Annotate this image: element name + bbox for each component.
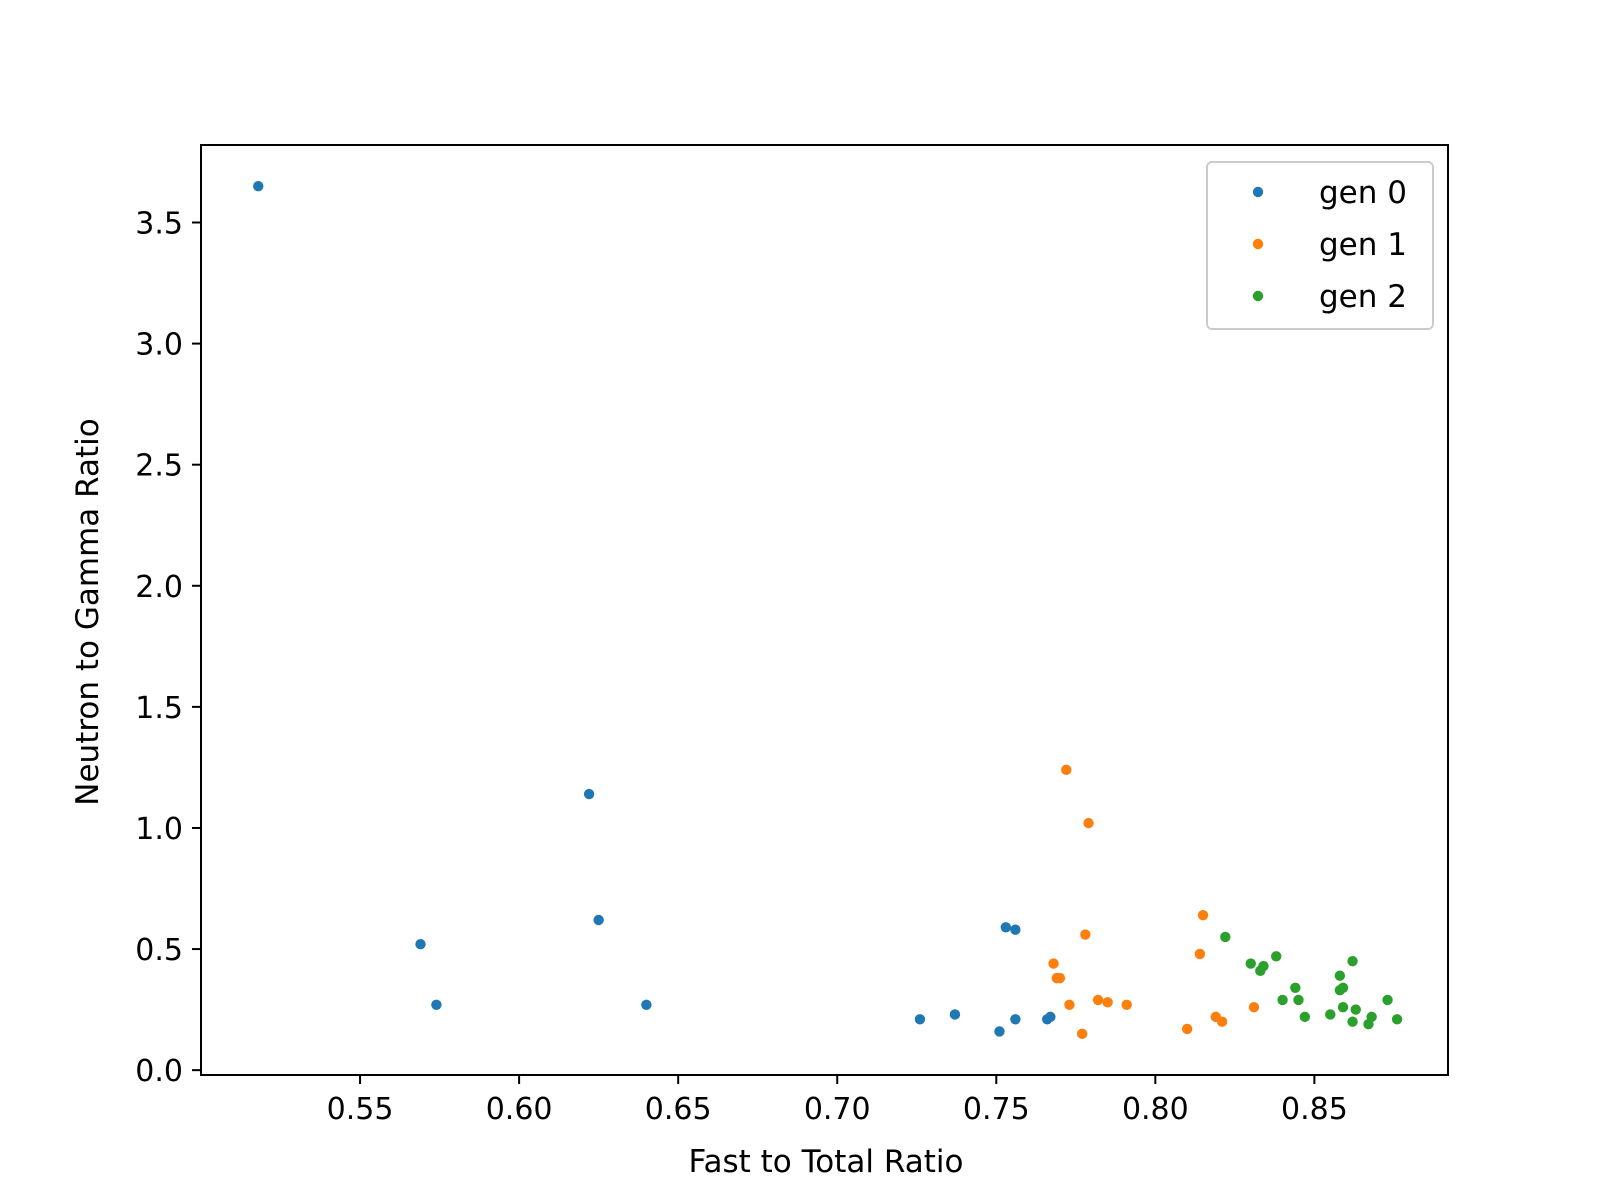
data-point-gen-1-16 [1248, 1001, 1260, 1013]
legend-label-gen-1: gen 1 [1319, 227, 1407, 263]
data-point-gen-2-12 [1337, 982, 1349, 994]
data-point-gen-2-18 [1366, 1011, 1377, 1023]
x-axis-label: Fast to Total Ratio [689, 1144, 964, 1180]
legend-marker-gen-0 [1252, 186, 1264, 198]
y-axis-label: Neutron to Gamma Ratio [70, 418, 106, 805]
data-point-gen-2-16 [1350, 1004, 1361, 1015]
data-point-gen-1-2 [1054, 972, 1066, 984]
data-point-gen-2-0 [1220, 931, 1231, 943]
data-point-gen-0-0 [253, 180, 264, 192]
data-point-gen-1-7 [1083, 817, 1094, 829]
data-point-gen-2-13 [1337, 1001, 1349, 1013]
data-point-gen-0-2 [431, 999, 442, 1010]
data-point-gen-0-4 [593, 914, 604, 926]
data-point-gen-1-13 [1197, 909, 1209, 921]
data-point-gen-1-0 [1048, 958, 1059, 969]
data-point-gen-2-19 [1382, 994, 1393, 1006]
legend-marker-gen-1 [1252, 238, 1264, 250]
data-point-gen-1-4 [1064, 999, 1075, 1010]
data-point-gen-2-20 [1391, 1014, 1403, 1025]
data-point-gen-0-10 [1010, 1014, 1021, 1025]
data-point-gen-0-1 [415, 939, 426, 950]
legend-label-gen-2: gen 2 [1319, 279, 1407, 315]
axes: 0.55 0.60 0.65 0.70 0.75 0.80 0.85 0.0 0.5 1.0 1.5… [135, 144, 1449, 1127]
data-point-gen-2-3 [1258, 960, 1269, 972]
y-tick-label: 0.0 [135, 1054, 183, 1089]
data-point-gen-1-15 [1216, 1016, 1228, 1027]
data-point-gen-0-9 [1000, 922, 1012, 933]
data-point-gen-1-10 [1121, 999, 1132, 1010]
plot-frame [200, 144, 1449, 1076]
y-tick-label: 1.0 [135, 812, 183, 847]
data-point-gen-1-11 [1181, 1023, 1193, 1035]
y-tick-label: 3.0 [135, 328, 183, 363]
data-point-gen-0-7 [949, 1009, 961, 1020]
x-tick-label: 0.65 [645, 1092, 712, 1127]
data-points [253, 180, 1403, 1040]
data-point-gen-0-8 [994, 1026, 1005, 1037]
data-point-gen-1-3 [1061, 764, 1072, 776]
data-point-gen-1-6 [1080, 929, 1091, 940]
data-point-gen-2-1 [1245, 958, 1256, 969]
data-point-gen-0-11 [1010, 924, 1021, 935]
data-point-gen-2-7 [1293, 994, 1304, 1006]
data-point-gen-2-9 [1325, 1009, 1336, 1020]
legend-label-gen-0: gen 0 [1319, 175, 1407, 211]
data-point-gen-2-5 [1277, 994, 1288, 1006]
data-point-gen-2-14 [1347, 955, 1358, 967]
data-point-gen-0-13 [1045, 1011, 1056, 1023]
data-point-gen-2-8 [1299, 1011, 1311, 1023]
x-tick-label: 0.70 [804, 1092, 871, 1127]
data-point-gen-2-15 [1347, 1016, 1358, 1027]
data-point-gen-2-4 [1271, 951, 1282, 962]
y-tick-label: 0.5 [135, 933, 183, 968]
legend-marker-gen-2 [1252, 290, 1264, 302]
legend: gen 0 gen 1 gen 2 [1206, 161, 1434, 330]
x-tick-label: 0.75 [963, 1092, 1030, 1127]
legend-box [1206, 161, 1434, 330]
data-point-gen-0-5 [641, 999, 652, 1010]
x-tick-label: 0.55 [327, 1092, 394, 1127]
data-point-gen-0-3 [583, 788, 595, 800]
data-point-gen-2-6 [1290, 982, 1301, 994]
y-tick-label: 2.5 [135, 449, 183, 484]
x-tick-label: 0.85 [1281, 1092, 1348, 1127]
data-point-gen-1-5 [1076, 1028, 1088, 1040]
data-point-gen-1-8 [1092, 994, 1104, 1006]
data-point-gen-0-6 [914, 1014, 926, 1025]
y-tick-label: 1.5 [135, 691, 183, 726]
data-point-gen-1-12 [1194, 948, 1206, 960]
y-tick-label: 2.0 [135, 570, 183, 605]
x-tick-label: 0.80 [1122, 1092, 1189, 1127]
y-tick-label: 3.5 [135, 207, 183, 242]
data-point-gen-2-11 [1334, 970, 1346, 981]
data-point-gen-1-9 [1102, 997, 1113, 1008]
x-tick-label: 0.60 [486, 1092, 553, 1127]
